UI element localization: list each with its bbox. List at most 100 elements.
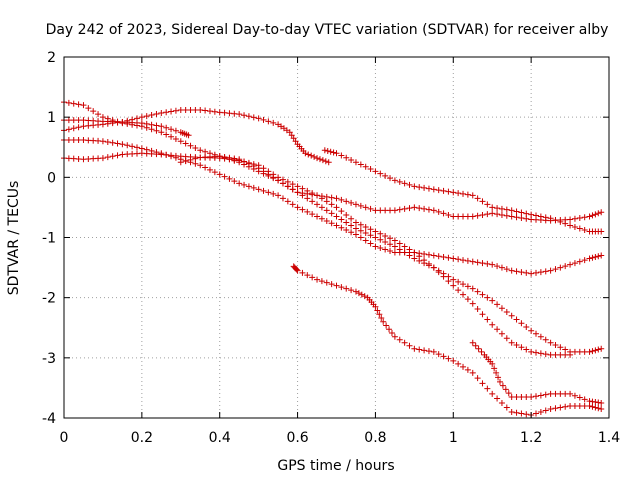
data-point xyxy=(143,120,150,127)
data-point xyxy=(124,142,131,149)
data-point xyxy=(333,195,340,202)
data-point xyxy=(270,174,277,181)
data-point xyxy=(499,382,506,389)
data-point xyxy=(265,118,272,125)
data-point xyxy=(474,212,481,219)
data-point xyxy=(304,272,311,279)
data-point xyxy=(338,224,345,231)
data-point xyxy=(528,211,535,218)
data-point xyxy=(391,237,398,244)
data-point xyxy=(562,346,569,353)
data-point xyxy=(314,155,321,162)
data-point xyxy=(197,106,204,113)
data-point xyxy=(411,249,418,256)
data-point xyxy=(383,322,390,329)
data-point xyxy=(202,164,209,171)
data-point xyxy=(489,261,496,268)
data-point xyxy=(357,202,364,209)
data-point xyxy=(518,269,525,276)
data-point xyxy=(533,269,540,276)
data-point xyxy=(542,351,549,358)
data-point xyxy=(367,205,374,212)
data-point xyxy=(528,393,535,400)
data-point xyxy=(158,123,165,130)
data-point xyxy=(586,255,593,262)
data-point xyxy=(528,270,535,277)
x-tick-label: 0.4 xyxy=(209,430,231,446)
data-point xyxy=(314,201,321,208)
data-point xyxy=(557,264,564,271)
data-point xyxy=(185,132,192,139)
data-point xyxy=(388,330,395,337)
data-point xyxy=(309,191,316,198)
data-point xyxy=(270,190,277,197)
data-point xyxy=(425,348,432,355)
data-point xyxy=(275,192,282,199)
data-point xyxy=(508,207,515,214)
data-point xyxy=(182,140,189,147)
data-point xyxy=(472,342,479,349)
data-point xyxy=(464,296,471,303)
data-point xyxy=(523,215,530,222)
data-point xyxy=(406,205,413,212)
data-point xyxy=(236,111,243,118)
data-point xyxy=(552,405,559,412)
data-point xyxy=(495,374,502,381)
data-point xyxy=(255,186,262,193)
data-point xyxy=(552,342,559,349)
data-point xyxy=(416,253,423,260)
data-point xyxy=(479,311,486,318)
data-point xyxy=(450,255,457,262)
data-point xyxy=(503,335,510,342)
data-point xyxy=(567,390,574,397)
data-point xyxy=(343,154,350,161)
data-point xyxy=(469,213,476,220)
data-point xyxy=(255,165,262,172)
data-point xyxy=(163,124,170,131)
data-point xyxy=(562,263,569,270)
data-point xyxy=(250,114,257,121)
data-point xyxy=(221,154,228,161)
data-point xyxy=(547,405,554,412)
data-point xyxy=(352,219,359,226)
data-point xyxy=(411,204,418,211)
data-point xyxy=(542,391,549,398)
data-point xyxy=(380,318,387,325)
data-point xyxy=(484,201,491,208)
data-point xyxy=(260,116,267,123)
data-point xyxy=(557,344,564,351)
data-point xyxy=(406,181,413,188)
data-point xyxy=(455,360,462,367)
data-point xyxy=(503,266,510,273)
data-point xyxy=(455,190,462,197)
data-point xyxy=(469,258,476,265)
data-point xyxy=(357,161,364,168)
data-point xyxy=(533,330,540,337)
data-point xyxy=(202,107,209,114)
series-sat-g xyxy=(321,147,605,235)
data-point xyxy=(537,350,544,357)
data-point xyxy=(343,198,350,205)
data-point xyxy=(328,194,335,201)
data-point xyxy=(489,321,496,328)
data-point xyxy=(338,284,345,291)
data-point xyxy=(357,221,364,228)
data-point xyxy=(372,228,379,235)
data-point xyxy=(598,209,605,216)
data-point xyxy=(460,190,467,197)
data-point xyxy=(518,320,525,327)
data-point xyxy=(168,108,175,115)
data-point xyxy=(168,133,175,140)
data-point xyxy=(109,139,116,146)
data-point xyxy=(338,208,345,215)
data-point xyxy=(518,410,525,417)
data-point xyxy=(586,348,593,355)
data-point xyxy=(333,282,340,289)
data-point xyxy=(503,404,510,411)
data-point xyxy=(119,141,126,148)
data-point xyxy=(382,246,389,253)
data-point xyxy=(445,188,452,195)
data-point xyxy=(494,211,501,218)
data-point xyxy=(533,349,540,356)
data-point xyxy=(523,346,530,353)
